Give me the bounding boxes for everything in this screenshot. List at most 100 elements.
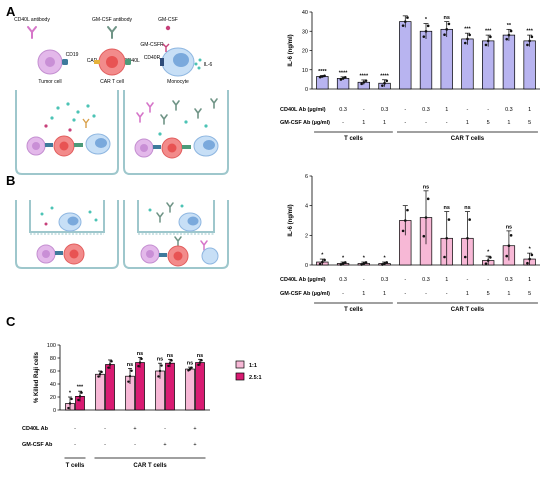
data-point [100,370,103,374]
y-axis-title: IL-6 (ng/ml) [288,34,294,66]
gmcsf-condition-label: + [193,442,196,448]
label-cd40r: CD40R [144,55,161,61]
data-point [318,262,322,266]
data-point [505,254,509,258]
significance-label: *** [77,385,84,391]
data-point [403,219,407,222]
cd40l-condition-label: - [164,426,166,432]
y-tick-label: 60 [50,369,56,375]
well-schematic-a [15,90,229,175]
cd40l-antibody-icon [27,26,37,39]
bar [165,362,175,411]
bar [461,38,474,90]
data-point [157,375,160,378]
label-cd40l-antibody: CD40L antibody [14,17,50,23]
cd40l-dose-label: 0.3 [381,277,389,283]
data-point [160,364,163,367]
y-tick-label: 6 [305,174,308,180]
significance-label: ns [197,353,203,359]
data-point [167,364,170,368]
data-point [321,260,324,264]
cd40l-dose-label: - [321,277,323,283]
significance-label: * [425,17,428,23]
cd40l-row-label: CD40L Ab (µg/ml) [280,107,326,113]
cd40l-dose-label: 1 [445,277,448,283]
gmcsf-dose-label: 1 [383,120,386,126]
gmcsf-dose-label: - [425,120,427,126]
group-label-car-t-cells: CAR T cells [451,136,485,142]
data-point [107,366,110,369]
gmcsf-dose-label: 5 [528,120,531,126]
data-point [484,262,488,265]
data-point [130,369,133,372]
bar [482,40,495,90]
cd40l-dose-label: - [467,277,469,283]
data-point [140,357,143,361]
data-point [507,244,511,248]
bar [523,40,536,90]
data-point [170,359,173,362]
data-point [381,263,384,266]
cd40l-dose-label: - [404,277,406,283]
significance-label: **** [339,70,348,76]
data-point [321,75,324,78]
data-point [360,263,363,266]
gmcsf-dose-label: - [342,120,344,126]
data-point [383,262,386,265]
cd40l-dose-label: 0.3 [505,107,513,113]
data-point [168,362,172,365]
data-point [362,262,366,265]
significance-label: ns [444,205,450,211]
gmcsf-dose-label: 5 [487,291,490,297]
y-tick-label: 20 [50,395,56,401]
gmcsf-dose-label: 1 [362,291,365,297]
label-car: CAR [87,58,98,64]
data-point [422,35,426,38]
bar [95,373,105,411]
data-point [445,237,449,240]
data-point [127,380,130,383]
legend-label: 2.5:1 [249,375,262,381]
data-point [443,255,446,259]
gmcsf-row-label: GM-CSF Ab [22,442,53,448]
gmcsf-row-label: GM-CSF Ab (µg/ml) [280,120,330,126]
data-point [385,261,389,264]
data-point [381,84,384,87]
cd40l-condition-label: - [74,426,76,432]
data-point [197,363,200,367]
gmcsf-dose-label: 5 [487,120,490,126]
data-point [364,261,368,264]
tumor-cell-icon [37,49,68,75]
data-point [80,391,83,394]
gmcsf-dose-label: 1 [507,291,510,297]
bar [185,368,195,411]
data-point [443,33,446,37]
significance-label: *** [464,27,471,33]
y-tick-label: 20 [302,49,308,55]
chart-b-il6-transwell: 0 2 4 6 IL-6 (ng/ml) * - - * 0.3 - * - 1 * 0.3 1 - - ns 0.3 -… [280,174,540,313]
data-point [110,360,113,363]
cd40l-dose-label: - [363,107,365,113]
data-point [187,369,190,372]
significance-label: ns [464,205,470,211]
data-point [466,237,469,240]
data-point [447,22,451,26]
data-point [486,39,490,43]
significance-label: **** [360,73,369,79]
cd40l-dose-label: - [487,277,489,283]
label-gmcsfr: GM-CSFR [140,42,164,48]
cd40l-dose-label: 1 [445,107,448,113]
data-point [97,375,100,378]
data-point [424,29,428,33]
bar [336,78,350,90]
gmcsf-dose-label: - [446,291,448,297]
gmcsf-dose-label: 1 [362,120,365,126]
data-point [489,256,492,259]
gmcsf-condition-label: - [74,442,76,448]
significance-label: * [529,247,532,253]
bar [316,76,329,90]
cd40l-dose-label: - [467,107,469,113]
data-point [343,261,347,264]
